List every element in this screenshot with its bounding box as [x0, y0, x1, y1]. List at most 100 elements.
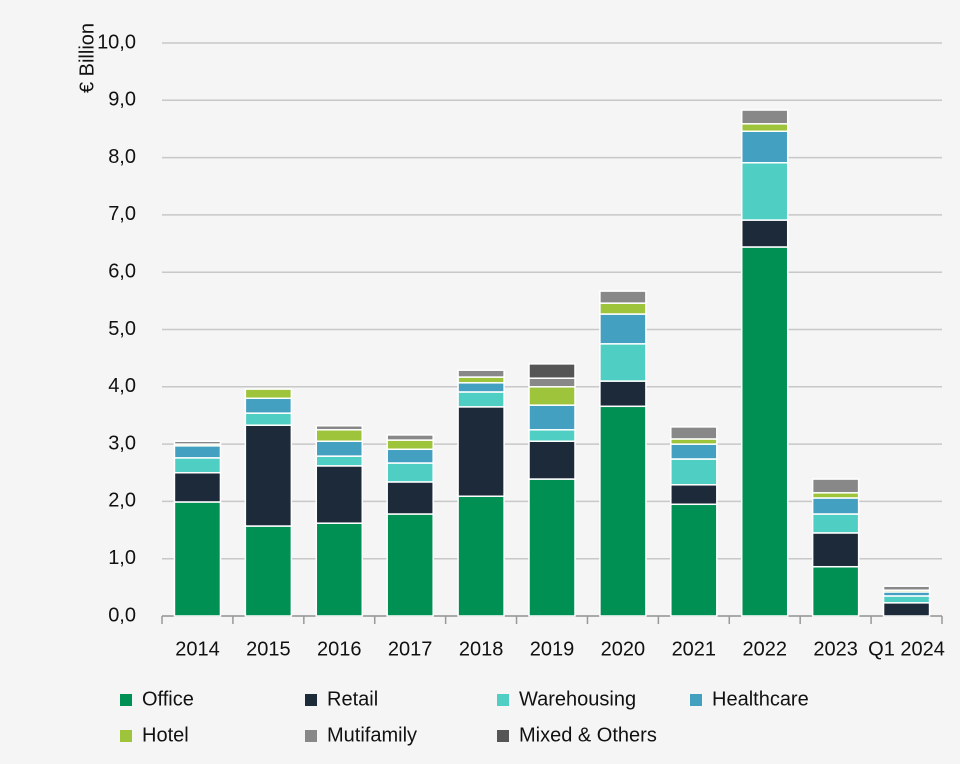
bar-segment: [315, 429, 364, 442]
bar-segment: [386, 462, 434, 483]
bar-segment: [315, 455, 364, 467]
y-tick-label: 3,0: [108, 432, 136, 454]
bar-segment: [882, 585, 931, 591]
bar-segment: [811, 497, 860, 515]
y-tick-label: 9,0: [108, 89, 136, 111]
bar-segment: [670, 484, 718, 506]
bar-segment: [386, 439, 434, 451]
x-tick-label: 2022: [742, 638, 787, 660]
bar-segment: [457, 406, 505, 497]
bar-segment: [599, 405, 647, 617]
bar-segment: [599, 380, 647, 408]
bar-segment: [811, 513, 860, 534]
bar-segment: [740, 246, 789, 617]
x-tick-label: 2019: [530, 638, 575, 660]
x-tick-label: 2020: [601, 638, 646, 660]
bar-segment: [457, 369, 505, 378]
bar-segment: [244, 397, 293, 414]
bar-segment: [811, 492, 860, 499]
x-tick-label: 2016: [317, 638, 362, 660]
bar-segment: [244, 388, 293, 400]
bar-segment: [670, 426, 718, 440]
bar-segment: [315, 522, 364, 617]
bar-segment: [528, 386, 576, 406]
bar-segment: [670, 458, 718, 486]
y-tick-label: 4,0: [108, 375, 136, 397]
bar-segment: [740, 162, 789, 221]
bar-segment: [882, 602, 931, 617]
y-axis-label: € Billion: [76, 23, 98, 93]
bar-segment: [811, 532, 860, 568]
bar-segment: [244, 525, 293, 617]
bar-segment: [244, 412, 293, 426]
x-tick-label: 2023: [813, 638, 858, 660]
bar-segment: [528, 363, 576, 379]
y-tick-label: 7,0: [108, 203, 136, 225]
bar-segment: [386, 434, 434, 441]
y-tick-label: 1,0: [108, 547, 136, 569]
bar-segment: [457, 495, 505, 617]
bar-segment: [740, 219, 789, 248]
bar-segment: [599, 343, 647, 382]
bar-segment: [315, 425, 364, 431]
bar-segment: [315, 465, 364, 524]
legend-label: Warehousing: [519, 688, 636, 710]
bar-segment: [457, 382, 505, 393]
bar-segment: [599, 302, 647, 315]
legend-label: Retail: [327, 688, 378, 710]
bar-segment: [670, 443, 718, 460]
bar-segment: [173, 501, 222, 617]
bar-segment: [173, 457, 222, 474]
bar-segment: [386, 448, 434, 464]
bar-segment: [599, 313, 647, 345]
bar-segment: [528, 404, 576, 431]
legend-swatch: [120, 730, 132, 742]
y-tick-label: 5,0: [108, 318, 136, 340]
bar-segment: [173, 440, 222, 445]
legend-label: Mixed & Others: [519, 724, 657, 746]
x-tick-label: 2014: [175, 638, 220, 660]
legend-swatch: [305, 730, 317, 742]
bar-segment: [315, 440, 364, 457]
legend-swatch: [305, 694, 317, 706]
legend-label: Hotel: [142, 724, 189, 746]
x-tick-label: 2021: [672, 638, 717, 660]
bar-segment: [457, 376, 505, 384]
x-tick-label: 2017: [388, 638, 433, 660]
bar-segment: [173, 472, 222, 503]
y-tick-label: 2,0: [108, 490, 136, 512]
y-tick-label: 0,0: [108, 604, 136, 626]
bar-segment: [528, 440, 576, 480]
legend-swatch: [497, 694, 509, 706]
x-tick-label: 2018: [459, 638, 504, 660]
bar-segment: [173, 445, 222, 459]
bar-segment: [670, 503, 718, 617]
legend-label: Office: [142, 688, 194, 710]
bar-segment: [740, 123, 789, 132]
legend-label: Mutifamily: [327, 724, 417, 746]
bar-segment: [528, 429, 576, 442]
y-tick-label: 6,0: [108, 260, 136, 282]
bar-segment: [882, 595, 931, 604]
x-tick-label: 2015: [246, 638, 291, 660]
legend-label: Healthcare: [712, 688, 809, 710]
bar-segment: [811, 565, 860, 617]
bar-segment: [386, 481, 434, 515]
bar-segment: [386, 513, 434, 617]
bar-segment: [528, 377, 576, 388]
bar-segment: [599, 290, 647, 304]
legend-swatch: [120, 694, 132, 706]
y-tick-label: 10,0: [97, 31, 136, 53]
legend-swatch: [690, 694, 702, 706]
y-tick-label: 8,0: [108, 146, 136, 168]
legend-swatch: [497, 730, 509, 742]
bar-segment: [740, 130, 789, 164]
bar-segment: [528, 478, 576, 617]
bar-segment: [670, 438, 718, 445]
x-tick-label: Q1 2024: [868, 638, 945, 660]
bar-segment: [811, 478, 860, 494]
bar-segment: [244, 424, 293, 527]
bar-segment: [457, 391, 505, 408]
bar-segment: [740, 109, 789, 125]
